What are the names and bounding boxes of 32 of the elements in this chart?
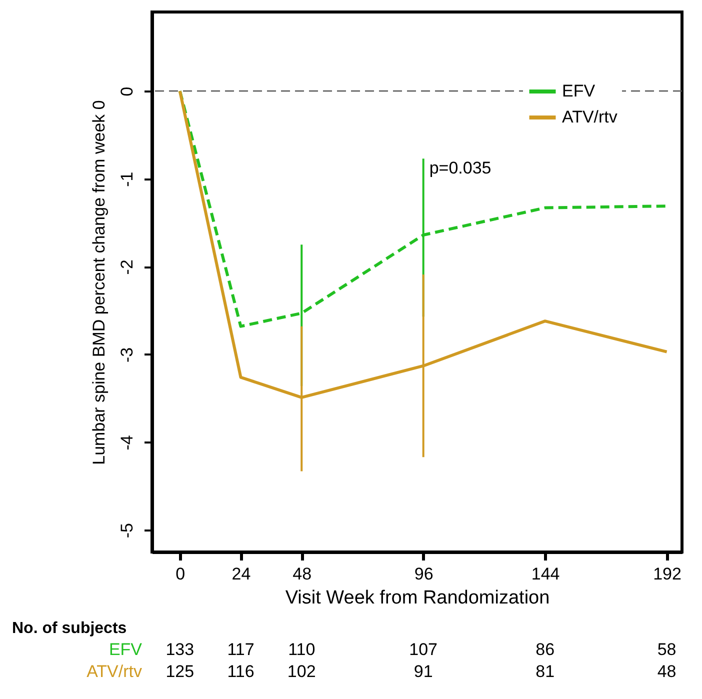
text: 58	[657, 640, 676, 659]
text: 107	[409, 640, 438, 659]
y-tick-label: 0	[118, 86, 136, 96]
legend-label: ATV/rtv	[562, 108, 618, 126]
y-axis-title: Lumbar spine BMD percent change from week 0	[90, 100, 108, 465]
y-tick-label: -2	[118, 260, 136, 275]
y-tick-label: -3	[118, 347, 136, 362]
y-tick-label: -1	[118, 172, 136, 187]
text: No. of subjects	[12, 620, 127, 637]
text: 48	[657, 662, 676, 681]
y-tick-label: -4	[118, 435, 136, 450]
text: 110	[288, 640, 316, 659]
text: EFV	[108, 640, 142, 659]
x-tick-label: 48	[292, 564, 312, 584]
x-tick-label: 0	[176, 564, 186, 584]
text: 91	[414, 662, 433, 681]
x-tick-label: 192	[653, 564, 682, 584]
text: 81	[536, 662, 555, 681]
text: 86	[536, 640, 555, 659]
x-tick-label: 96	[414, 564, 434, 584]
x-axis-title: Visit Week from Randomization	[285, 588, 550, 608]
text: 116	[227, 662, 254, 681]
x-tick-label: 144	[531, 564, 560, 584]
text: 125	[166, 662, 194, 681]
legend-label: EFV	[562, 82, 596, 100]
annotation: p=0.035	[429, 158, 492, 178]
x-tick-label: 24	[232, 564, 251, 584]
text: 102	[287, 662, 316, 681]
text: 133	[166, 640, 194, 659]
text: ATV/rtv	[86, 662, 142, 681]
text: 117	[227, 640, 254, 659]
y-tick-label: -5	[118, 522, 136, 538]
